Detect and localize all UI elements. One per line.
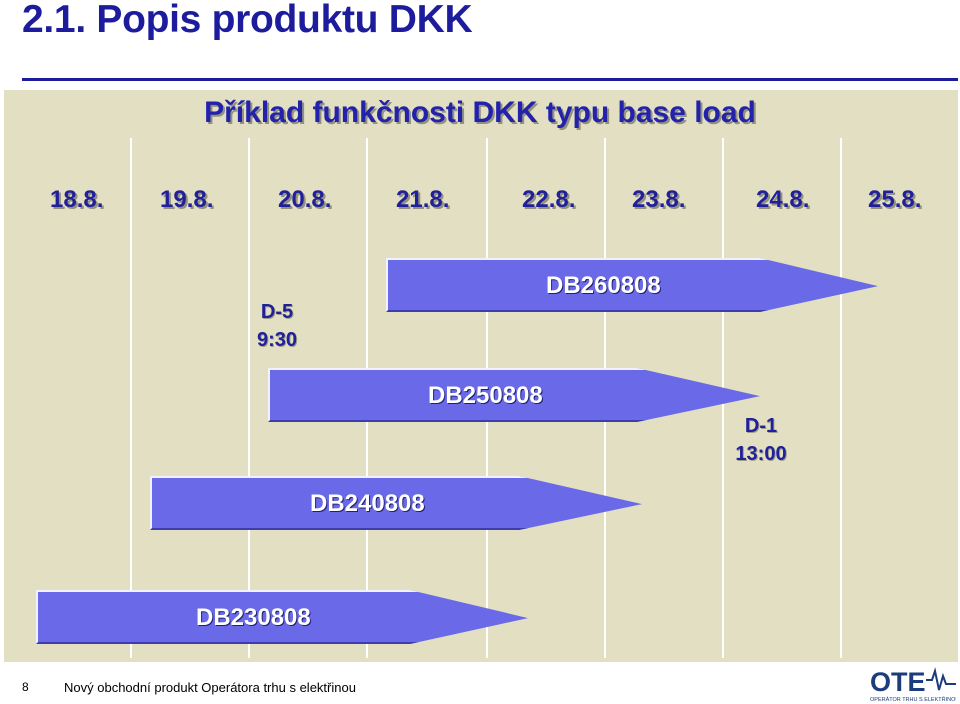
product-label: DB250808 bbox=[428, 382, 543, 409]
product-arrow-db260808: DB260808 bbox=[386, 258, 878, 312]
note-line: 9:30 bbox=[256, 329, 298, 351]
logo-tagline: OPERÁTOR TRHU S ELEKTŘINOU bbox=[870, 695, 956, 703]
product-label: DB240808 bbox=[310, 490, 425, 517]
date-label: 18.8. bbox=[50, 186, 104, 213]
date-label: 21.8. bbox=[396, 186, 450, 213]
date-label: 23.8. bbox=[632, 186, 686, 213]
product-arrow-db230808: DB230808 bbox=[36, 590, 528, 644]
note-line: 13:00 bbox=[735, 443, 787, 465]
product-label: DB260808 bbox=[546, 272, 661, 299]
note-line: D-5 bbox=[260, 301, 294, 323]
page-number: 8 bbox=[22, 680, 29, 694]
date-label: 19.8. bbox=[160, 186, 214, 213]
date-label: 25.8. bbox=[868, 186, 922, 213]
date-label: 24.8. bbox=[756, 186, 810, 213]
day-separator bbox=[130, 138, 132, 658]
date-label: 20.8. bbox=[278, 186, 332, 213]
day-separator bbox=[840, 138, 842, 658]
title-divider bbox=[22, 78, 958, 81]
footer-text: Nový obchodní produkt Operátora trhu s e… bbox=[64, 680, 356, 695]
pulse-icon bbox=[926, 667, 956, 691]
note-line: D-1 bbox=[744, 415, 778, 437]
deadline-note-d5: D-5 9:30 bbox=[246, 298, 308, 354]
product-label: DB230808 bbox=[196, 604, 311, 631]
slide-title: 2.1. Popis produktu DKK bbox=[22, 0, 473, 41]
ote-logo: OTE OPERÁTOR TRHU S ELEKTŘINOU bbox=[870, 667, 956, 703]
day-separator bbox=[248, 138, 250, 658]
date-label: 22.8. bbox=[522, 186, 576, 213]
deadline-note-d1: D-1 13:00 bbox=[724, 412, 798, 468]
logo-wordmark: OTE bbox=[870, 667, 926, 697]
panel-title: Příklad funkčnosti DKK typu base load bbox=[204, 96, 756, 129]
